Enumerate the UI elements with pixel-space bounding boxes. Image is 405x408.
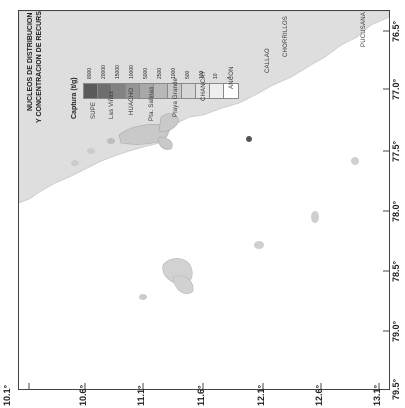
legend-value: 10 bbox=[213, 73, 219, 79]
place-chorrillos: CHORRILLOS bbox=[283, 15, 289, 57]
lat-tick: 11.1° bbox=[136, 385, 146, 406]
map-title-line2: Y CONCENTRACION DE RECURSOS bbox=[36, 10, 43, 123]
nucleus-1 bbox=[87, 148, 95, 154]
map-frame: Captura (t/g) 8000 20000 15000 10000 5000 250… bbox=[18, 10, 390, 390]
lon-tick: 78.5° bbox=[391, 260, 401, 282]
place-chancay: CHANCAY bbox=[201, 70, 207, 101]
lon-tick: 77.5° bbox=[391, 140, 401, 162]
nucleus-3 bbox=[246, 136, 252, 142]
map-title-line1: NUCLEOS DE DISTRIBUCION bbox=[27, 12, 34, 111]
legend-value: 15000 bbox=[115, 65, 121, 79]
legend-value: 500 bbox=[185, 70, 191, 79]
lon-tick: 76.5° bbox=[391, 20, 401, 42]
nucleus-7 bbox=[139, 294, 147, 300]
legend-value: 5000 bbox=[143, 67, 149, 79]
place-pta-salinas: Pta. Salinas bbox=[149, 86, 155, 121]
lat-tick: 10.6° bbox=[78, 384, 88, 406]
place-playa-grande: Playa Grande bbox=[173, 77, 179, 117]
land-mass bbox=[19, 11, 389, 204]
lat-tick: 11.6° bbox=[196, 385, 206, 406]
nucleus-5 bbox=[311, 211, 319, 223]
place-las-vinas: Las Viñas bbox=[109, 90, 115, 119]
nucleus-supe bbox=[107, 138, 115, 144]
place-ancon: ANCON bbox=[229, 66, 235, 89]
lat-tick: 13.1° bbox=[372, 384, 382, 406]
nucleus-offshore bbox=[162, 258, 194, 294]
place-callao: CALLAO bbox=[265, 48, 271, 73]
nucleus-6 bbox=[254, 241, 264, 249]
legend-swatch bbox=[223, 83, 239, 99]
legend-value: 8000 bbox=[87, 67, 93, 79]
lat-tick: 12.6° bbox=[314, 384, 324, 406]
lon-tick: 78.0° bbox=[391, 200, 401, 222]
legend-value: 20000 bbox=[101, 65, 107, 79]
legend-value: 2500 bbox=[157, 67, 163, 79]
place-pucusana: PUCUSANA bbox=[361, 12, 367, 47]
lon-tick: 77.0° bbox=[391, 78, 401, 100]
lon-tick: 79.5° bbox=[391, 378, 401, 400]
map-canvas bbox=[19, 11, 389, 389]
lat-tick: 12.1° bbox=[256, 384, 266, 406]
place-huacho: HUACHO bbox=[129, 87, 135, 115]
place-supe: SUPE bbox=[91, 101, 97, 119]
lon-tick: 79.0° bbox=[391, 320, 401, 342]
legend-title: Captura (t/g) bbox=[71, 77, 78, 119]
legend-value: 10000 bbox=[129, 65, 135, 79]
nucleus-huacho bbox=[118, 113, 180, 150]
nucleus-2 bbox=[71, 160, 79, 166]
lat-tick: 10.1° bbox=[2, 384, 12, 406]
nucleus-4 bbox=[351, 157, 359, 165]
